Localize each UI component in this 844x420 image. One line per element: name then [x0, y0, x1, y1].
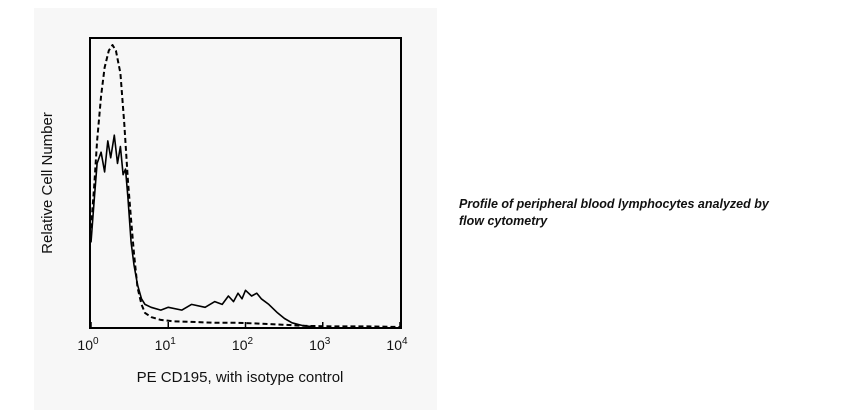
y-axis-label: Relative Cell Number	[39, 112, 56, 254]
isotype-control-line-1	[90, 44, 401, 328]
histogram-chart: 100 101 102 103 104 PE CD195, with isotype c…	[39, 37, 408, 386]
caption-line-1: Profile of peripheral blood lymphocytes …	[459, 197, 769, 211]
x-tick-label-0: 100	[77, 336, 99, 353]
x-axis-label: PE CD195, with isotype control	[137, 369, 344, 386]
cd195-histogram-line-0	[90, 134, 316, 328]
series-layer	[90, 44, 401, 328]
caption-line-2: flow cytometry	[459, 214, 548, 228]
x-tick-label-2: 102	[232, 336, 254, 353]
x-tick-label-3: 103	[309, 336, 331, 353]
x-tick-label-1: 101	[155, 336, 177, 353]
figure-caption: Profile of peripheral blood lymphocytes …	[459, 196, 819, 230]
figure-panel: 100 101 102 103 104 PE CD195, with isotype c…	[34, 8, 437, 410]
x-tick-layer: 100 101 102 103 104	[77, 322, 408, 353]
x-tick-label-4: 104	[386, 336, 408, 353]
